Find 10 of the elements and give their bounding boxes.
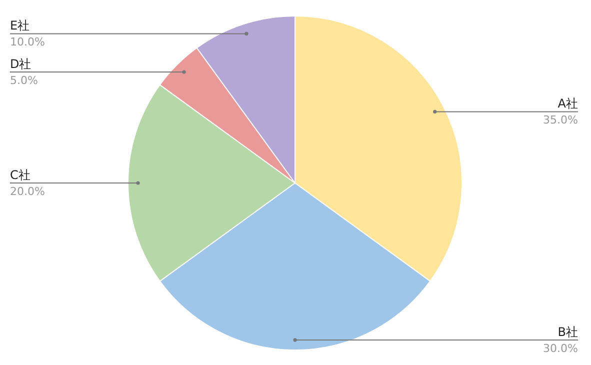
data-label: 35.0% — [543, 114, 578, 127]
slice-label: D社 — [10, 57, 32, 71]
data-label: 20.0% — [10, 185, 45, 198]
data-label: 5.0% — [10, 74, 38, 87]
slice-label: A社 — [558, 96, 578, 111]
data-label: 10.0% — [10, 36, 45, 49]
slice-label: B社 — [558, 324, 578, 339]
slice-label: E社 — [10, 18, 30, 33]
data-label: 30.0% — [543, 342, 578, 355]
slice-label: C社 — [10, 168, 30, 182]
